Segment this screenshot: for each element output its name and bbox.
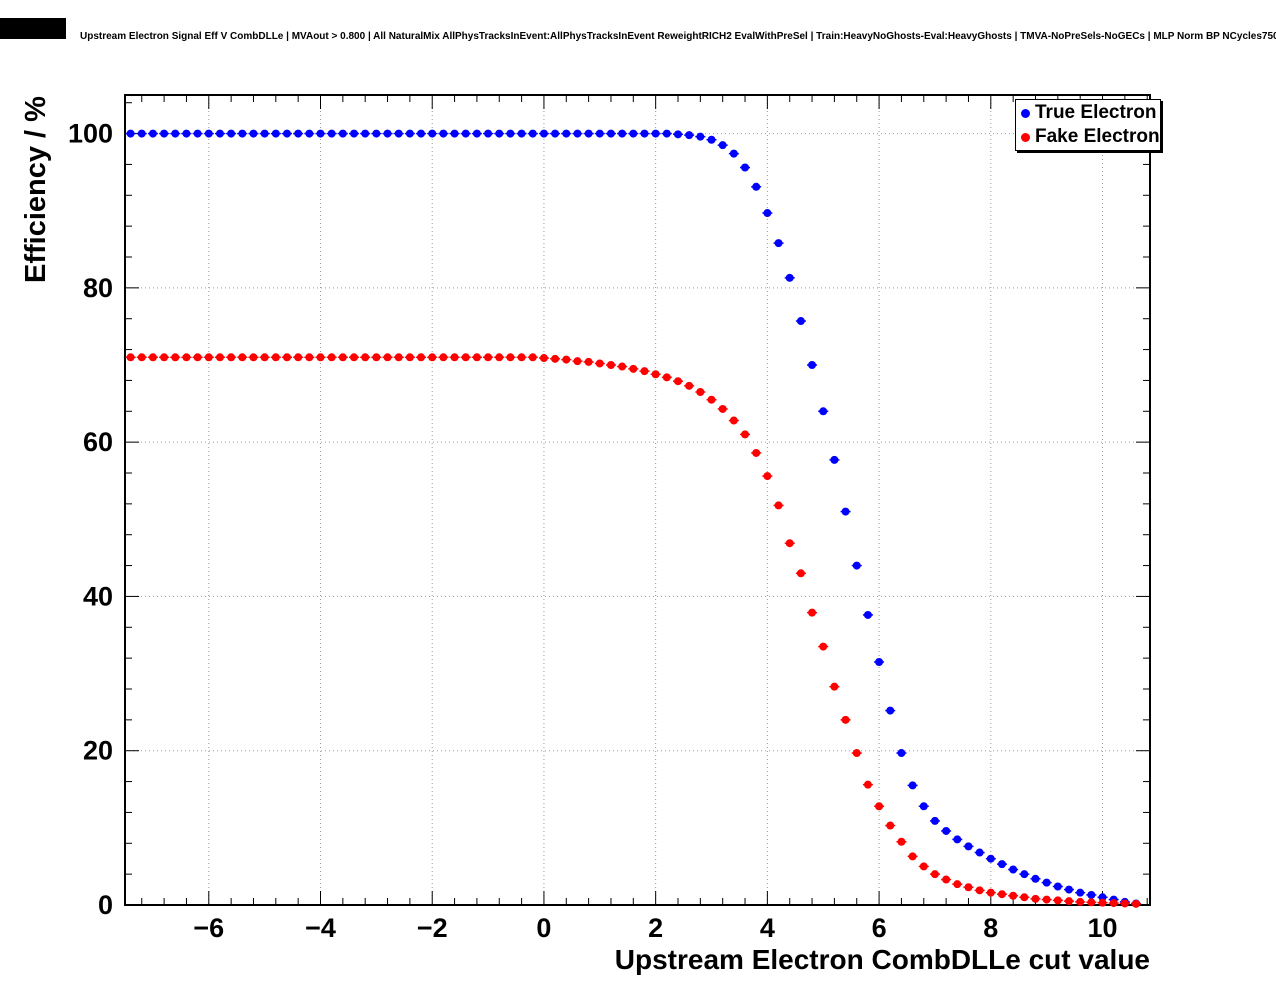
title-box	[0, 18, 66, 39]
x-tick-label: −2	[417, 913, 448, 943]
y-tick-label: 0	[98, 890, 113, 920]
plot-title: Upstream Electron Signal Eff V CombDLLe …	[80, 31, 1276, 42]
y-tick-label: 40	[83, 581, 113, 611]
x-tick-label: 0	[536, 913, 551, 943]
legend-label-true-electron: True Electron	[1035, 102, 1157, 123]
x-tick-label: 4	[760, 913, 775, 943]
y-tick-label: 80	[83, 273, 113, 303]
x-axis-title: Upstream Electron CombDLLe cut value	[614, 944, 1150, 975]
y-tick-label: 100	[68, 119, 113, 149]
x-tick-label: −6	[193, 913, 224, 943]
y-axis-title: Efficiency / %	[20, 96, 52, 283]
y-tick-label: 60	[83, 427, 113, 457]
legend: True Electron Fake Electron	[1015, 99, 1161, 151]
legend-item-true-electron: True Electron	[1018, 101, 1158, 125]
x-tick-label: 8	[983, 913, 998, 943]
x-tick-label: 10	[1087, 913, 1117, 943]
y-tick-label: 20	[83, 736, 113, 766]
true-electron-marker-icon	[1021, 108, 1030, 118]
legend-label-fake-electron: Fake Electron	[1035, 126, 1160, 147]
series-fake-electron	[125, 353, 1142, 908]
x-tick-label: 2	[648, 913, 663, 943]
x-tick-label: −4	[305, 913, 336, 943]
legend-item-fake-electron: Fake Electron	[1018, 125, 1160, 149]
x-tick-label: 6	[872, 913, 887, 943]
series-true-electron	[125, 129, 1142, 908]
plot-frame	[124, 94, 1151, 906]
fake-electron-marker-icon	[1021, 132, 1030, 142]
